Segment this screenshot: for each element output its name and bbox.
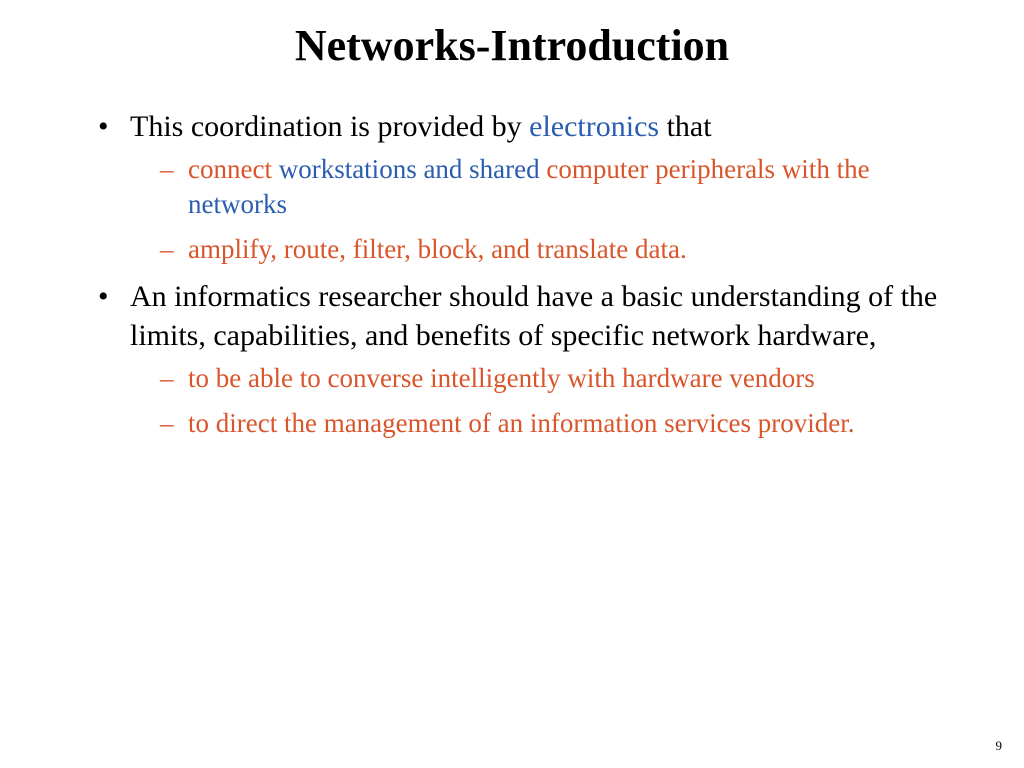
text-run: electronics xyxy=(529,110,659,143)
text-run: with the xyxy=(775,154,870,184)
text-run: amplify, route, filter, block, and trans… xyxy=(188,234,687,264)
bullet-level2: to direct the management of an informati… xyxy=(166,406,954,441)
page-number: 9 xyxy=(996,738,1003,754)
text-run: connect xyxy=(188,154,272,184)
bullet-level1: An informatics researcher should have a … xyxy=(106,277,954,441)
bullet-level2: to be able to converse intelligently wit… xyxy=(166,361,954,396)
bullet-level2: connect workstations and shared computer… xyxy=(166,152,954,222)
bullet-level1: This coordination is provided by electro… xyxy=(106,107,954,267)
text-run: to direct the management of an informati… xyxy=(188,408,855,438)
bullet-level2: amplify, route, filter, block, and trans… xyxy=(166,232,954,267)
bullet-list: This coordination is provided by electro… xyxy=(70,107,954,441)
slide: Networks-Introduction This coordination … xyxy=(0,0,1024,768)
text-run: that xyxy=(659,110,712,143)
text-run: to be able to converse intelligently wit… xyxy=(188,363,815,393)
sub-bullet-list: connect workstations and shared computer… xyxy=(130,152,954,267)
text-run: workstations and shared xyxy=(272,154,546,184)
sub-bullet-list: to be able to converse intelligently wit… xyxy=(130,361,954,441)
text-run: This coordination is provided by xyxy=(130,110,529,143)
text-run: computer peripherals xyxy=(546,154,775,184)
text-run: An informatics researcher should have a … xyxy=(130,280,937,352)
slide-title: Networks-Introduction xyxy=(70,20,954,71)
text-run: networks xyxy=(188,189,287,219)
